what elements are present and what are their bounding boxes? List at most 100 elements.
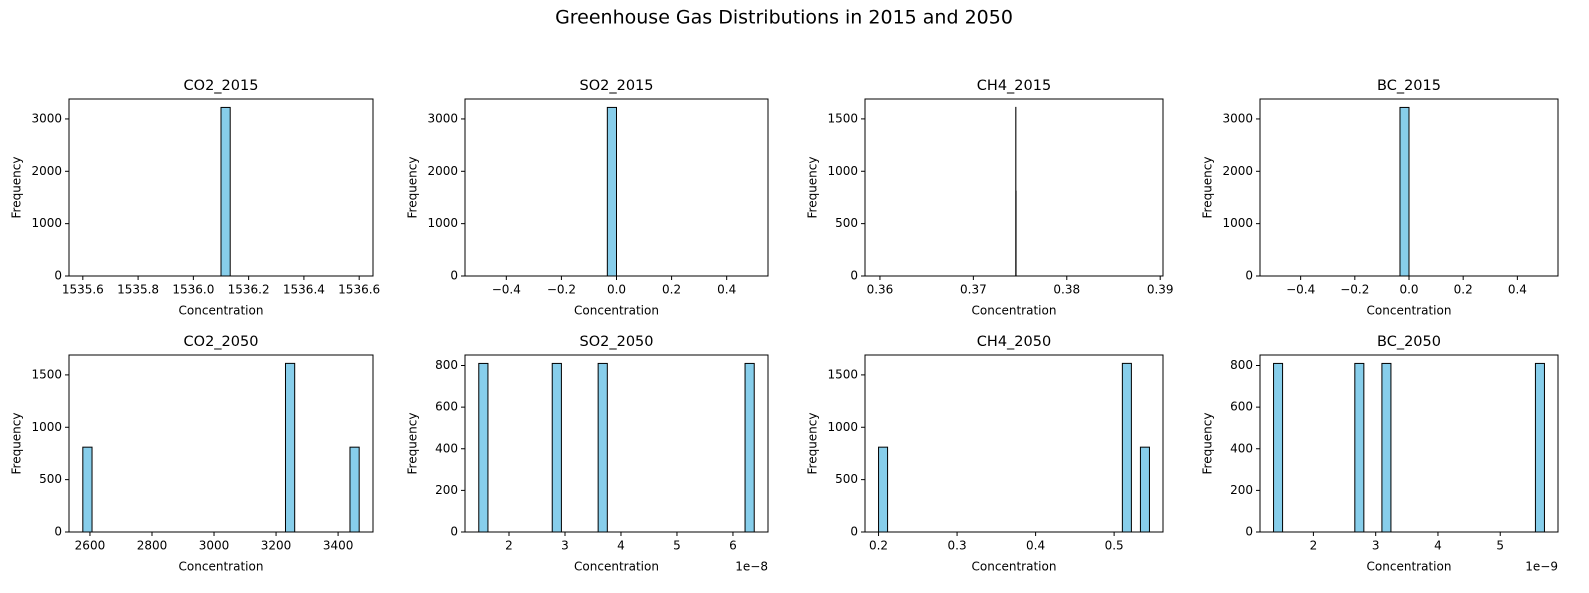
y-axis-label: Frequency — [406, 413, 420, 475]
subplot-title: CH4_2050 — [977, 334, 1051, 350]
subplot-title: CO2_2050 — [184, 334, 259, 350]
bar — [1273, 362, 1284, 533]
bar — [1534, 362, 1545, 533]
y-tick-label: 0 — [850, 269, 858, 283]
x-tick-label: 0.37 — [960, 283, 987, 297]
subplot-title: CH4_2015 — [977, 78, 1051, 94]
bar — [744, 362, 755, 533]
x-axis-label: Concentration — [972, 560, 1057, 574]
y-tick-label: 400 — [435, 441, 458, 455]
x-tick-label: 0.3 — [948, 539, 967, 553]
x-axis-label: Concentration — [179, 560, 264, 574]
axes-frame — [864, 98, 1164, 277]
bar — [284, 362, 296, 533]
x-axis-label: Concentration — [179, 304, 264, 318]
subplot-title: CO2_2015 — [184, 78, 259, 94]
x-tick-label: −0.4 — [492, 283, 521, 297]
y-tick-label: 1500 — [827, 111, 858, 125]
x-tick-label: 1536.4 — [283, 283, 325, 297]
x-tick-label: −0.2 — [1340, 283, 1369, 297]
y-tick-label: 0 — [850, 525, 858, 539]
y-axis-label: Frequency — [806, 413, 820, 475]
y-tick-label: 3000 — [31, 111, 62, 125]
x-tick-label: 3000 — [199, 539, 230, 553]
x-tick-label: 0.39 — [1147, 283, 1174, 297]
x-tick-label: 5 — [1496, 539, 1504, 553]
x-tick-label: 0.2 — [869, 539, 888, 553]
bar — [478, 362, 489, 533]
y-tick-label: 1500 — [827, 367, 858, 381]
y-axis-label: Frequency — [406, 157, 420, 219]
subplot-title: SO2_2015 — [580, 78, 654, 94]
subplot-title: SO2_2050 — [580, 334, 654, 350]
y-axis-label: Frequency — [10, 413, 24, 475]
bar — [597, 362, 608, 533]
axes-frame — [68, 98, 374, 277]
x-tick-label: 0.0 — [1399, 283, 1418, 297]
x-offset-label: 1e−8 — [735, 560, 768, 574]
figure-title: Greenhouse Gas Distributions in 2015 and… — [555, 7, 1013, 29]
subplot-title: BC_2015 — [1377, 78, 1441, 94]
x-tick-label: 2 — [1310, 539, 1318, 553]
x-tick-label: 3 — [1372, 539, 1380, 553]
bar — [878, 446, 889, 533]
y-tick-label: 0 — [1245, 525, 1253, 539]
x-tick-label: 3400 — [323, 539, 354, 553]
y-tick-label: 0 — [54, 269, 62, 283]
y-tick-label: 2000 — [1222, 164, 1253, 178]
x-tick-label: 4 — [617, 539, 625, 553]
x-axis-label: Concentration — [1367, 560, 1452, 574]
axes-frame — [68, 354, 374, 533]
y-tick-label: 0 — [450, 525, 458, 539]
y-tick-label: 500 — [835, 216, 858, 230]
bar — [551, 362, 562, 533]
x-tick-label: 5 — [673, 539, 681, 553]
x-tick-label: 0.5 — [1105, 539, 1124, 553]
x-tick-label: 0.38 — [1053, 283, 1080, 297]
x-axis-label: Concentration — [1367, 304, 1452, 318]
axes-frame — [1259, 354, 1559, 533]
y-tick-label: 3000 — [1222, 111, 1253, 125]
x-tick-label: 4 — [1434, 539, 1442, 553]
bar — [1139, 446, 1150, 533]
x-tick-label: 1535.8 — [117, 283, 159, 297]
y-tick-label: 800 — [1230, 358, 1253, 372]
x-axis-label: Concentration — [574, 560, 659, 574]
y-tick-label: 200 — [1230, 483, 1253, 497]
x-tick-label: 3200 — [261, 539, 292, 553]
bar — [1354, 362, 1365, 533]
x-tick-label: 2800 — [137, 539, 168, 553]
y-tick-label: 1000 — [31, 216, 62, 230]
y-tick-label: 200 — [435, 483, 458, 497]
bar — [1399, 106, 1410, 277]
y-tick-label: 800 — [435, 358, 458, 372]
x-tick-label: 1535.6 — [62, 283, 104, 297]
bar — [1121, 362, 1132, 533]
y-tick-label: 600 — [435, 400, 458, 414]
x-tick-label: 2600 — [75, 539, 106, 553]
y-tick-label: 1000 — [1222, 216, 1253, 230]
y-tick-label: 0 — [1245, 269, 1253, 283]
x-tick-label: 1536.6 — [338, 283, 380, 297]
y-tick-label: 600 — [1230, 400, 1253, 414]
bar — [220, 106, 231, 277]
axes-frame — [464, 354, 769, 533]
y-axis-label: Frequency — [1201, 413, 1215, 475]
x-tick-label: 0.0 — [607, 283, 626, 297]
y-tick-label: 1000 — [31, 420, 62, 434]
x-tick-label: 1536.2 — [228, 283, 270, 297]
x-tick-label: 0.4 — [717, 283, 736, 297]
subplot-title: BC_2050 — [1377, 334, 1441, 350]
x-tick-label: 0.2 — [1454, 283, 1473, 297]
bar — [606, 106, 618, 277]
y-tick-label: 0 — [450, 269, 458, 283]
y-tick-label: 1000 — [427, 216, 458, 230]
y-axis-label: Frequency — [806, 157, 820, 219]
bar — [82, 446, 93, 533]
y-tick-label: 1000 — [827, 420, 858, 434]
x-tick-label: 1536.0 — [172, 283, 214, 297]
x-axis-label: Concentration — [972, 304, 1057, 318]
axes-frame — [864, 354, 1164, 533]
y-tick-label: 2000 — [427, 164, 458, 178]
